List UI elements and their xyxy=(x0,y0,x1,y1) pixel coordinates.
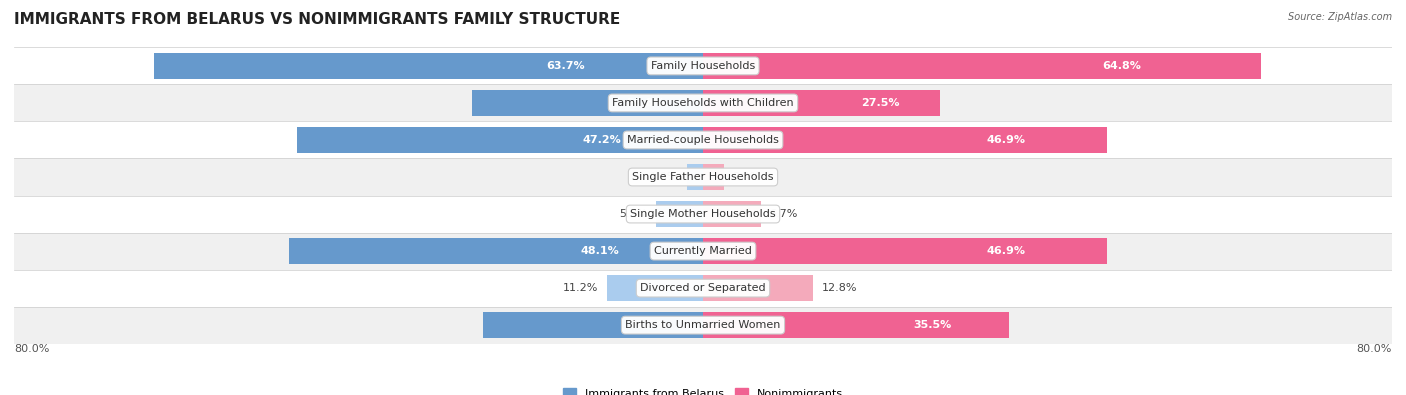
Bar xyxy=(655,201,703,228)
Text: Births to Unmarried Women: Births to Unmarried Women xyxy=(626,320,780,330)
Text: 46.9%: 46.9% xyxy=(987,135,1025,145)
Bar xyxy=(14,47,1392,85)
Text: 11.2%: 11.2% xyxy=(562,283,598,293)
Text: 26.8%: 26.8% xyxy=(626,98,665,108)
Text: 1.9%: 1.9% xyxy=(650,172,678,182)
Text: Family Households with Children: Family Households with Children xyxy=(612,98,794,108)
Text: 46.9%: 46.9% xyxy=(987,246,1025,256)
Bar xyxy=(703,164,724,190)
Bar xyxy=(288,238,703,264)
Text: Single Father Households: Single Father Households xyxy=(633,172,773,182)
Bar xyxy=(482,312,703,339)
Bar xyxy=(703,238,1107,264)
Bar xyxy=(155,53,703,79)
Bar xyxy=(703,53,1261,79)
Text: 12.8%: 12.8% xyxy=(823,283,858,293)
Bar xyxy=(703,275,813,301)
Bar xyxy=(472,90,703,116)
Bar xyxy=(686,164,703,190)
Text: 64.8%: 64.8% xyxy=(1102,61,1140,71)
Text: 80.0%: 80.0% xyxy=(14,344,49,354)
Text: 6.7%: 6.7% xyxy=(769,209,797,219)
Bar xyxy=(703,201,761,228)
Text: Source: ZipAtlas.com: Source: ZipAtlas.com xyxy=(1288,12,1392,22)
Bar xyxy=(14,233,1392,269)
Bar xyxy=(703,90,939,116)
Text: Currently Married: Currently Married xyxy=(654,246,752,256)
Text: 25.6%: 25.6% xyxy=(628,320,668,330)
Text: 2.4%: 2.4% xyxy=(733,172,761,182)
Legend: Immigrants from Belarus, Nonimmigrants: Immigrants from Belarus, Nonimmigrants xyxy=(558,384,848,395)
Bar xyxy=(14,269,1392,307)
Bar xyxy=(703,312,1008,339)
Bar xyxy=(297,127,703,153)
Bar xyxy=(14,85,1392,121)
Bar xyxy=(703,127,1107,153)
Bar xyxy=(14,158,1392,196)
Text: 48.1%: 48.1% xyxy=(581,246,619,256)
Text: 80.0%: 80.0% xyxy=(1357,344,1392,354)
Text: Married-couple Households: Married-couple Households xyxy=(627,135,779,145)
Bar xyxy=(14,307,1392,344)
Bar xyxy=(14,196,1392,233)
Text: 35.5%: 35.5% xyxy=(912,320,952,330)
Text: 5.5%: 5.5% xyxy=(619,209,647,219)
Text: Family Households: Family Households xyxy=(651,61,755,71)
Text: Divorced or Separated: Divorced or Separated xyxy=(640,283,766,293)
Text: Single Mother Households: Single Mother Households xyxy=(630,209,776,219)
Text: IMMIGRANTS FROM BELARUS VS NONIMMIGRANTS FAMILY STRUCTURE: IMMIGRANTS FROM BELARUS VS NONIMMIGRANTS… xyxy=(14,12,620,27)
Text: 47.2%: 47.2% xyxy=(582,135,621,145)
Bar xyxy=(14,121,1392,158)
Bar xyxy=(606,275,703,301)
Text: 63.7%: 63.7% xyxy=(547,61,585,71)
Text: 27.5%: 27.5% xyxy=(862,98,900,108)
